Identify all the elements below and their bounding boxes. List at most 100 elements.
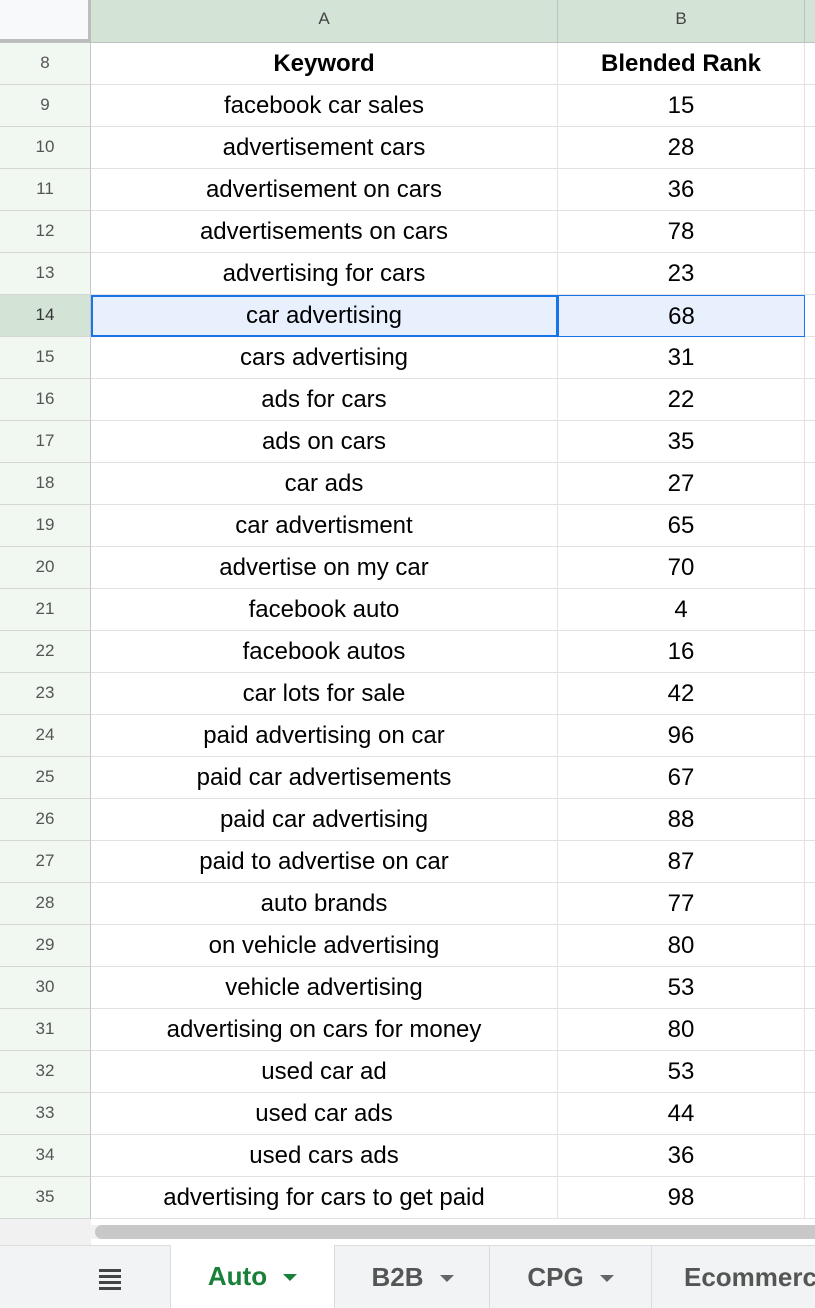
empty-cell[interactable]	[805, 211, 815, 253]
keyword-cell[interactable]: paid car advertising	[91, 799, 558, 841]
row-number[interactable]: 10	[0, 127, 91, 169]
rank-cell[interactable]: 15	[558, 85, 805, 127]
keyword-cell[interactable]: car ads	[91, 463, 558, 505]
rank-cell[interactable]: 65	[558, 505, 805, 547]
row-number[interactable]: 32	[0, 1051, 91, 1093]
keyword-cell[interactable]: advertising for cars	[91, 253, 558, 295]
empty-cell[interactable]	[805, 631, 815, 673]
tab-ecommerce[interactable]: Ecommerc	[652, 1246, 815, 1308]
empty-cell[interactable]	[805, 253, 815, 295]
keyword-cell[interactable]: on vehicle advertising	[91, 925, 558, 967]
row-number[interactable]: 21	[0, 589, 91, 631]
rank-cell[interactable]: 42	[558, 673, 805, 715]
keyword-cell[interactable]: used cars ads	[91, 1135, 558, 1177]
empty-cell[interactable]	[805, 883, 815, 925]
rank-cell[interactable]: 77	[558, 883, 805, 925]
keyword-cell[interactable]: facebook autos	[91, 631, 558, 673]
header-rank-cell[interactable]: Blended Rank	[558, 43, 805, 85]
rank-cell[interactable]: 88	[558, 799, 805, 841]
tab-b2b[interactable]: B2B	[336, 1246, 490, 1308]
keyword-cell[interactable]: car advertising	[91, 295, 558, 337]
empty-cell[interactable]	[805, 1093, 815, 1135]
keyword-cell[interactable]: paid car advertisements	[91, 757, 558, 799]
empty-cell[interactable]	[805, 547, 815, 589]
caret-down-icon[interactable]	[599, 1274, 614, 1282]
empty-cell[interactable]	[805, 505, 815, 547]
column-header-c[interactable]	[805, 0, 815, 42]
empty-cell[interactable]	[805, 673, 815, 715]
column-header-b[interactable]: B	[558, 0, 805, 42]
select-all-corner[interactable]	[0, 0, 91, 42]
empty-cell[interactable]	[805, 925, 815, 967]
row-number[interactable]: 20	[0, 547, 91, 589]
rank-cell[interactable]: 4	[558, 589, 805, 631]
empty-cell[interactable]	[805, 379, 815, 421]
keyword-cell[interactable]: car advertisment	[91, 505, 558, 547]
row-number[interactable]: 31	[0, 1009, 91, 1051]
empty-cell[interactable]	[805, 1009, 815, 1051]
row-number[interactable]: 9	[0, 85, 91, 127]
row-number[interactable]: 23	[0, 673, 91, 715]
empty-cell[interactable]	[805, 1135, 815, 1177]
rank-cell[interactable]: 70	[558, 547, 805, 589]
keyword-cell[interactable]: advertising for cars to get paid	[91, 1177, 558, 1219]
rank-cell[interactable]: 67	[558, 757, 805, 799]
tab-auto[interactable]: Auto	[170, 1245, 335, 1308]
keyword-cell[interactable]: cars advertising	[91, 337, 558, 379]
keyword-cell[interactable]: auto brands	[91, 883, 558, 925]
rank-cell[interactable]: 53	[558, 967, 805, 1009]
caret-down-icon[interactable]	[283, 1274, 298, 1281]
row-number[interactable]: 22	[0, 631, 91, 673]
empty-cell[interactable]	[805, 85, 815, 127]
all-sheets-button[interactable]	[90, 1264, 130, 1294]
rank-cell[interactable]: 68	[558, 295, 805, 337]
empty-cell[interactable]	[805, 295, 815, 337]
rank-cell[interactable]: 36	[558, 1135, 805, 1177]
empty-cell[interactable]	[805, 43, 815, 85]
empty-cell[interactable]	[805, 463, 815, 505]
keyword-cell[interactable]: paid to advertise on car	[91, 841, 558, 883]
row-number[interactable]: 13	[0, 253, 91, 295]
empty-cell[interactable]	[805, 967, 815, 1009]
keyword-cell[interactable]: ads on cars	[91, 421, 558, 463]
caret-down-icon[interactable]	[439, 1274, 454, 1282]
empty-cell[interactable]	[805, 1051, 815, 1093]
rank-cell[interactable]: 96	[558, 715, 805, 757]
keyword-cell[interactable]: advertising on cars for money	[91, 1009, 558, 1051]
row-number[interactable]: 34	[0, 1135, 91, 1177]
rank-cell[interactable]: 23	[558, 253, 805, 295]
row-number[interactable]: 35	[0, 1177, 91, 1219]
row-number[interactable]: 26	[0, 799, 91, 841]
empty-cell[interactable]	[805, 421, 815, 463]
row-number[interactable]: 12	[0, 211, 91, 253]
rank-cell[interactable]: 36	[558, 169, 805, 211]
rank-cell[interactable]: 87	[558, 841, 805, 883]
rank-cell[interactable]: 31	[558, 337, 805, 379]
empty-cell[interactable]	[805, 589, 815, 631]
rank-cell[interactable]: 16	[558, 631, 805, 673]
row-number[interactable]: 27	[0, 841, 91, 883]
row-number[interactable]: 24	[0, 715, 91, 757]
rank-cell[interactable]: 98	[558, 1177, 805, 1219]
keyword-cell[interactable]: car lots for sale	[91, 673, 558, 715]
empty-cell[interactable]	[805, 127, 815, 169]
rank-cell[interactable]: 78	[558, 211, 805, 253]
keyword-cell[interactable]: advertise on my car	[91, 547, 558, 589]
keyword-cell[interactable]: vehicle advertising	[91, 967, 558, 1009]
empty-cell[interactable]	[805, 715, 815, 757]
row-number[interactable]: 8	[0, 43, 91, 85]
empty-cell[interactable]	[805, 799, 815, 841]
header-keyword-cell[interactable]: Keyword	[91, 43, 558, 85]
row-number[interactable]: 29	[0, 925, 91, 967]
row-number[interactable]: 28	[0, 883, 91, 925]
tab-cpg[interactable]: CPG	[490, 1246, 652, 1308]
rank-cell[interactable]: 35	[558, 421, 805, 463]
row-number[interactable]: 33	[0, 1093, 91, 1135]
rank-cell[interactable]: 80	[558, 925, 805, 967]
horizontal-scrollbar-thumb[interactable]	[95, 1225, 815, 1239]
row-number[interactable]: 25	[0, 757, 91, 799]
empty-cell[interactable]	[805, 1177, 815, 1219]
keyword-cell[interactable]: used car ads	[91, 1093, 558, 1135]
keyword-cell[interactable]: facebook car sales	[91, 85, 558, 127]
rank-cell[interactable]: 22	[558, 379, 805, 421]
